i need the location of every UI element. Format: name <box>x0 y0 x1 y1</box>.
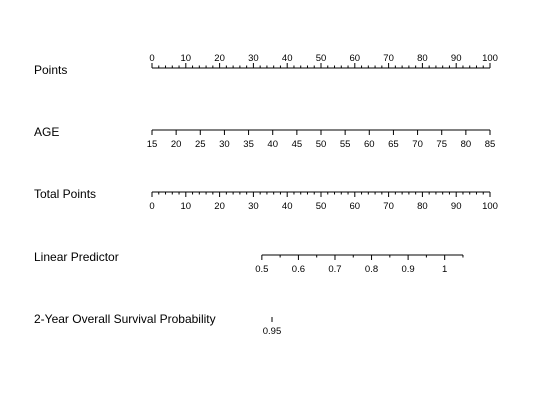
row-label-age: AGE <box>34 125 59 139</box>
tick-label-2-year-overall-survival-probability: 0.95 <box>263 326 282 337</box>
tick-label-points: 20 <box>214 53 225 64</box>
tick-label-linear-predictor: 0.6 <box>292 264 305 275</box>
tick-label-points: 60 <box>350 53 361 64</box>
tick-label-points: 70 <box>383 53 394 64</box>
tick-label-points: 30 <box>248 53 259 64</box>
row-label-2-year-overall-survival-probability: 2-Year Overall Survival Probability <box>34 312 216 326</box>
tick-label-age: 60 <box>364 139 375 150</box>
tick-label-age: 85 <box>485 139 496 150</box>
tick-label-total-points: 70 <box>383 201 394 212</box>
tick-label-points: 80 <box>417 53 428 64</box>
tick-label-age: 20 <box>171 139 182 150</box>
tick-label-age: 15 <box>147 139 158 150</box>
tick-label-total-points: 60 <box>350 201 361 212</box>
tick-label-total-points: 90 <box>451 201 462 212</box>
tick-label-points: 40 <box>282 53 293 64</box>
tick-label-age: 40 <box>267 139 278 150</box>
tick-label-age: 70 <box>412 139 423 150</box>
tick-label-linear-predictor: 0.5 <box>255 264 268 275</box>
tick-label-total-points: 20 <box>214 201 225 212</box>
tick-label-age: 30 <box>219 139 230 150</box>
tick-label-age: 25 <box>195 139 206 150</box>
tick-label-total-points: 10 <box>181 201 192 212</box>
tick-label-total-points: 30 <box>248 201 259 212</box>
tick-label-age: 45 <box>292 139 303 150</box>
tick-label-total-points: 40 <box>282 201 293 212</box>
tick-label-linear-predictor: 0.7 <box>328 264 341 275</box>
tick-label-total-points: 50 <box>316 201 327 212</box>
tick-label-total-points: 100 <box>482 201 498 212</box>
tick-label-linear-predictor: 0.9 <box>402 264 415 275</box>
tick-label-age: 35 <box>243 139 254 150</box>
row-label-linear-predictor: Linear Predictor <box>34 250 119 264</box>
row-label-points: Points <box>34 63 67 77</box>
row-label-total-points: Total Points <box>34 187 96 201</box>
tick-label-age: 80 <box>461 139 472 150</box>
tick-label-points: 50 <box>316 53 327 64</box>
tick-label-total-points: 80 <box>417 201 428 212</box>
tick-label-points: 90 <box>451 53 462 64</box>
tick-label-points: 100 <box>482 53 498 64</box>
tick-label-points: 10 <box>181 53 192 64</box>
tick-label-linear-predictor: 0.8 <box>365 264 378 275</box>
tick-label-linear-predictor: 1 <box>442 264 447 275</box>
tick-label-age: 75 <box>436 139 447 150</box>
tick-label-total-points: 0 <box>149 201 154 212</box>
tick-label-points: 0 <box>149 53 154 64</box>
tick-label-age: 65 <box>388 139 399 150</box>
tick-label-age: 55 <box>340 139 351 150</box>
tick-label-age: 50 <box>316 139 327 150</box>
